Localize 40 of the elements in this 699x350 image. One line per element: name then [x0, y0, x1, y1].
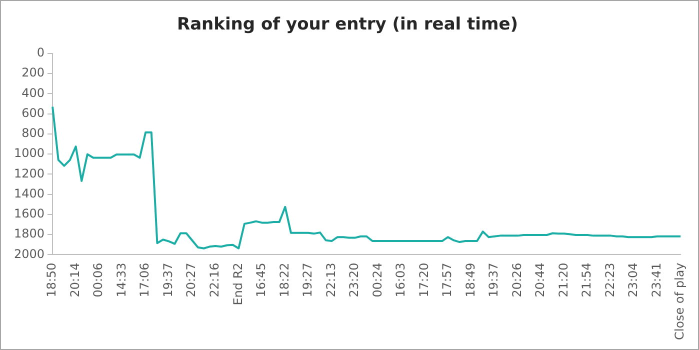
x-tick-label: 20:44: [533, 262, 548, 298]
y-tick-label: 0: [36, 46, 45, 60]
y-tick-label: 1000: [14, 146, 45, 160]
x-tick-label: 16:03: [394, 262, 408, 298]
x-tick-label: 18:49: [463, 262, 478, 298]
x-tick-label: 21:54: [580, 262, 594, 298]
x-tick-label: 17:57: [440, 262, 454, 298]
x-tick-label: Close of play: [672, 262, 687, 340]
x-tick-label: 19:37: [486, 262, 501, 298]
y-tick-label: 400: [22, 86, 45, 100]
y-tick-label: 2000: [14, 246, 45, 261]
x-tick-label: 23:04: [626, 262, 640, 298]
x-tick-label: End R2: [230, 262, 245, 306]
x-tick-label: 22:23: [602, 262, 617, 298]
x-tick-label: 20:14: [68, 262, 82, 298]
x-tick-label: 21:20: [556, 262, 570, 298]
x-tick-label: 00:06: [91, 262, 106, 298]
x-tick-label: 18:22: [277, 262, 292, 298]
y-tick-label: 1200: [14, 166, 45, 180]
x-tick-label: 23:20: [347, 262, 362, 298]
x-tick-label: 19:27: [300, 262, 315, 298]
x-tick-label: 20:26: [510, 262, 524, 298]
y-tick-label: 800: [22, 126, 45, 140]
x-tick-label: 23:41: [649, 262, 664, 298]
y-tick-label: 600: [22, 106, 45, 120]
x-tick-label: 22:13: [324, 262, 338, 298]
x-tick-label: 14:33: [114, 262, 128, 298]
y-tick-label: 200: [22, 66, 45, 80]
y-tick-label: 1400: [14, 186, 45, 200]
x-tick-label: 17:20: [416, 262, 431, 298]
y-tick-label: 1800: [14, 226, 45, 241]
y-tick-label: 1600: [14, 206, 45, 221]
x-tick-label: 00:24: [370, 262, 384, 298]
x-tick-label: 19:37: [160, 262, 175, 298]
x-tick-label: 17:06: [138, 262, 152, 298]
chart-title: Ranking of your entry (in real time): [176, 14, 518, 35]
x-tick-label: 16:45: [254, 262, 268, 298]
x-tick-label: 18:50: [44, 262, 59, 298]
x-tick-label: 20:27: [184, 262, 198, 298]
x-tick-label: 22:16: [207, 262, 222, 298]
